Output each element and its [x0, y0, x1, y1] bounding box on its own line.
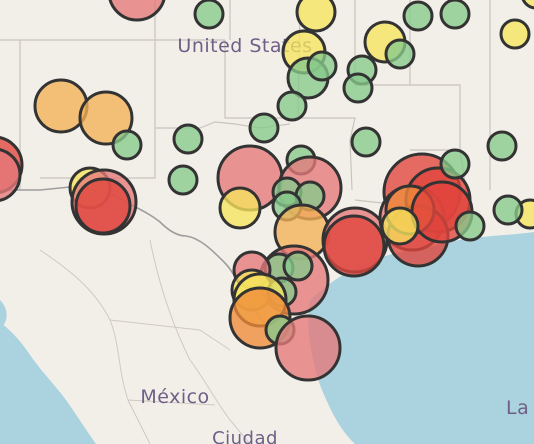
map-marker-green[interactable]: [439, 148, 471, 180]
gulf-of-mexico-water: [308, 232, 534, 444]
map-marker-green[interactable]: [486, 130, 518, 162]
map-marker-salmon[interactable]: [0, 148, 22, 202]
map-marker-green[interactable]: [193, 0, 225, 30]
map-marker-green[interactable]: [306, 50, 338, 82]
map-marker-green[interactable]: [439, 0, 471, 30]
map-marker-salmon[interactable]: [274, 314, 342, 382]
map-marker-yellow[interactable]: [499, 18, 531, 50]
map-marker-green[interactable]: [111, 129, 143, 161]
map-marker-salmon[interactable]: [108, 0, 166, 22]
marker-layer[interactable]: [0, 0, 534, 382]
map-marker-green[interactable]: [384, 38, 416, 70]
pacific-ocean-water: [0, 322, 96, 444]
map-marker-green[interactable]: [276, 90, 308, 122]
map-marker-green[interactable]: [282, 250, 314, 282]
map-marker-red[interactable]: [74, 177, 132, 235]
map-marker-yellow[interactable]: [218, 186, 262, 230]
map-marker-green[interactable]: [492, 194, 524, 226]
map-marker-green[interactable]: [172, 123, 204, 155]
map-marker-green[interactable]: [454, 210, 486, 242]
label-ciudad-partial: Ciudad: [212, 428, 278, 444]
map-marker-yellow[interactable]: [380, 206, 420, 246]
label-mexico: México: [140, 386, 209, 408]
label-united-states: United States: [177, 35, 312, 57]
label-partial-right: La: [506, 397, 529, 419]
map-marker-green[interactable]: [402, 0, 434, 32]
map-marker-light-orange[interactable]: [33, 78, 89, 134]
gulf-of-california-water: [0, 300, 7, 330]
map-marker-green[interactable]: [248, 112, 280, 144]
map-marker-green[interactable]: [167, 164, 199, 196]
map-marker-green[interactable]: [342, 72, 374, 104]
map-marker-light-orange[interactable]: [78, 90, 134, 146]
mexico-state-boundaries: [39, 239, 251, 444]
map-marker-yellow[interactable]: [295, 0, 337, 33]
map-marker-red[interactable]: [322, 214, 386, 278]
map-marker-green[interactable]: [350, 126, 382, 158]
map-marker-yellow[interactable]: [521, 0, 534, 10]
